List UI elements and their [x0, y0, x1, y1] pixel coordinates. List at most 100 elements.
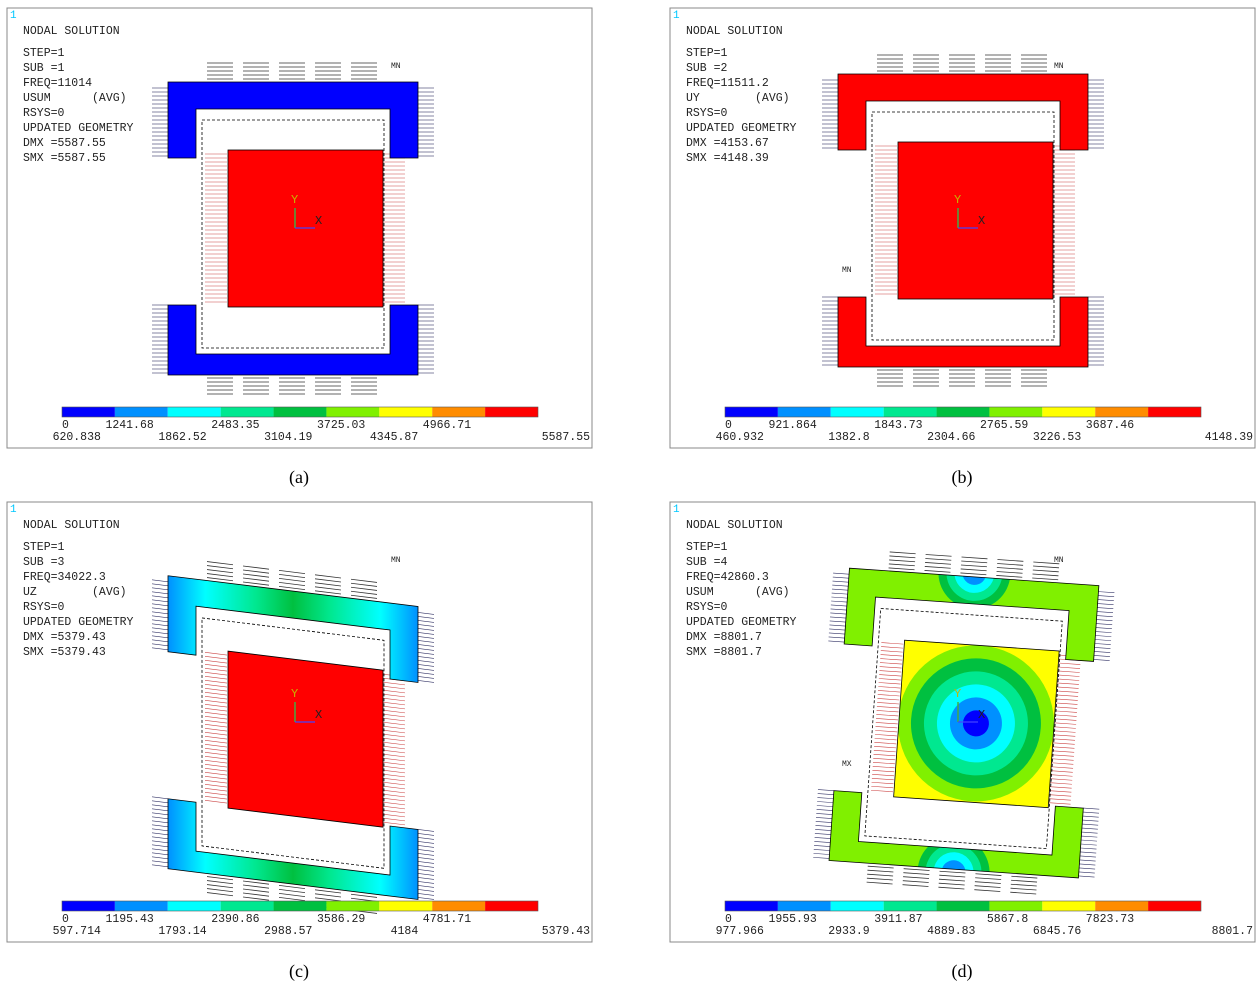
constraint-line [830, 608, 847, 611]
constraint-line [1056, 694, 1079, 697]
constraint-line [383, 721, 405, 726]
constraint-line [878, 686, 901, 689]
colorbar-band [1148, 901, 1201, 911]
constraint-line [418, 877, 434, 880]
constraint-line [1080, 847, 1097, 850]
caption: (b) [952, 467, 973, 488]
constraint-line [875, 726, 898, 729]
constraint-line [1097, 603, 1114, 606]
constraint-line [1053, 730, 1076, 733]
constraint-line [205, 708, 227, 712]
constraint-line [418, 632, 434, 635]
constraint-line [205, 756, 227, 760]
constraint-line [279, 573, 305, 578]
extreme-marker: MX [842, 760, 852, 769]
constraint-line [872, 762, 895, 765]
constraint-line [872, 769, 895, 773]
caption: (a) [289, 467, 309, 488]
colorbar-band [485, 901, 538, 911]
constraint-line [152, 607, 168, 611]
constraint-line [1032, 577, 1059, 581]
constraint-line [383, 717, 405, 722]
constraint-line [1093, 655, 1110, 657]
colorbar-border [61, 406, 539, 418]
constraint-line [828, 632, 845, 635]
axis-label: Y [954, 687, 961, 701]
constraint-line [1079, 863, 1096, 866]
constraint-line [1097, 611, 1114, 613]
colorbar-label: 6845.76 [1033, 925, 1081, 938]
window-index: 1 [10, 504, 17, 516]
info-line: UPDATED GEOMETRY [686, 616, 797, 629]
constraint-line [418, 861, 434, 864]
constraint-line [207, 884, 233, 889]
constraint-line [877, 694, 900, 697]
constraint-line [1083, 807, 1100, 810]
constraint-line [1011, 875, 1038, 879]
constraint-line [205, 760, 227, 764]
constraint-line [418, 676, 434, 679]
constraint-line [924, 570, 951, 573]
constraint-line [207, 888, 233, 893]
constraint-line [152, 603, 168, 607]
constraint-line [205, 704, 227, 708]
colorbar-label: 1793.14 [158, 925, 206, 938]
constraint-line [1050, 774, 1073, 777]
axis-label: Y [954, 193, 961, 207]
constraint-line [903, 872, 930, 875]
extreme-marker: MN [842, 266, 852, 275]
constraint-line [1053, 738, 1076, 741]
constraint-line [829, 620, 846, 623]
constraint-line [974, 881, 1001, 884]
constraint-line [1051, 762, 1074, 765]
colorbar-label: 3725.03 [317, 419, 365, 432]
constraint-line [1032, 573, 1059, 577]
constraint-line [1097, 599, 1114, 602]
constraint-line [867, 869, 894, 873]
axis-label: X [978, 214, 985, 228]
constraint-line [1048, 798, 1071, 801]
constraint-line [383, 757, 405, 762]
constraint-line [243, 880, 269, 885]
constraint-line [383, 701, 405, 706]
colorbar-band [936, 901, 990, 911]
constraint-line [383, 685, 405, 690]
mass-outline [893, 639, 1060, 809]
constraint-line [383, 821, 405, 826]
constraint-line [152, 595, 168, 599]
constraint-line [205, 772, 227, 776]
constraint-line [997, 563, 1024, 566]
colorbar-band [432, 407, 486, 417]
colorbar-label: 977.966 [716, 925, 764, 938]
constraint-line [1098, 595, 1115, 598]
constraint-line [1010, 883, 1037, 887]
colorbar-label: 4889.83 [927, 925, 975, 938]
constraint-line [383, 753, 405, 758]
colorbar-label: 5867.8 [987, 913, 1029, 926]
constraint-line [875, 722, 898, 725]
constraint-line [418, 889, 434, 892]
constraint-line [152, 623, 168, 627]
constraint-line [828, 640, 845, 643]
info-line: UZ (AVG) [23, 586, 127, 599]
constraint-line [315, 590, 341, 595]
constraint-line [418, 636, 434, 639]
constraint-line [1010, 887, 1037, 891]
constraint-line [889, 555, 916, 559]
info-line: UPDATED GEOMETRY [23, 122, 134, 135]
constraint-line [960, 568, 987, 572]
constraint-line [418, 897, 434, 900]
constraint-line [1048, 802, 1071, 805]
constraint-line [832, 580, 849, 583]
colorbar-band [777, 407, 831, 417]
undeformed-outline [201, 617, 385, 869]
constraint-line [205, 700, 227, 704]
info-line: SUB =4 [686, 556, 728, 569]
panel-title: NODAL SOLUTION [23, 25, 120, 38]
constraint-line [1052, 742, 1075, 745]
constraint-line [205, 776, 227, 780]
colorbar-band [114, 407, 168, 417]
colorbar-band [220, 407, 274, 417]
constraint-line [813, 853, 830, 855]
